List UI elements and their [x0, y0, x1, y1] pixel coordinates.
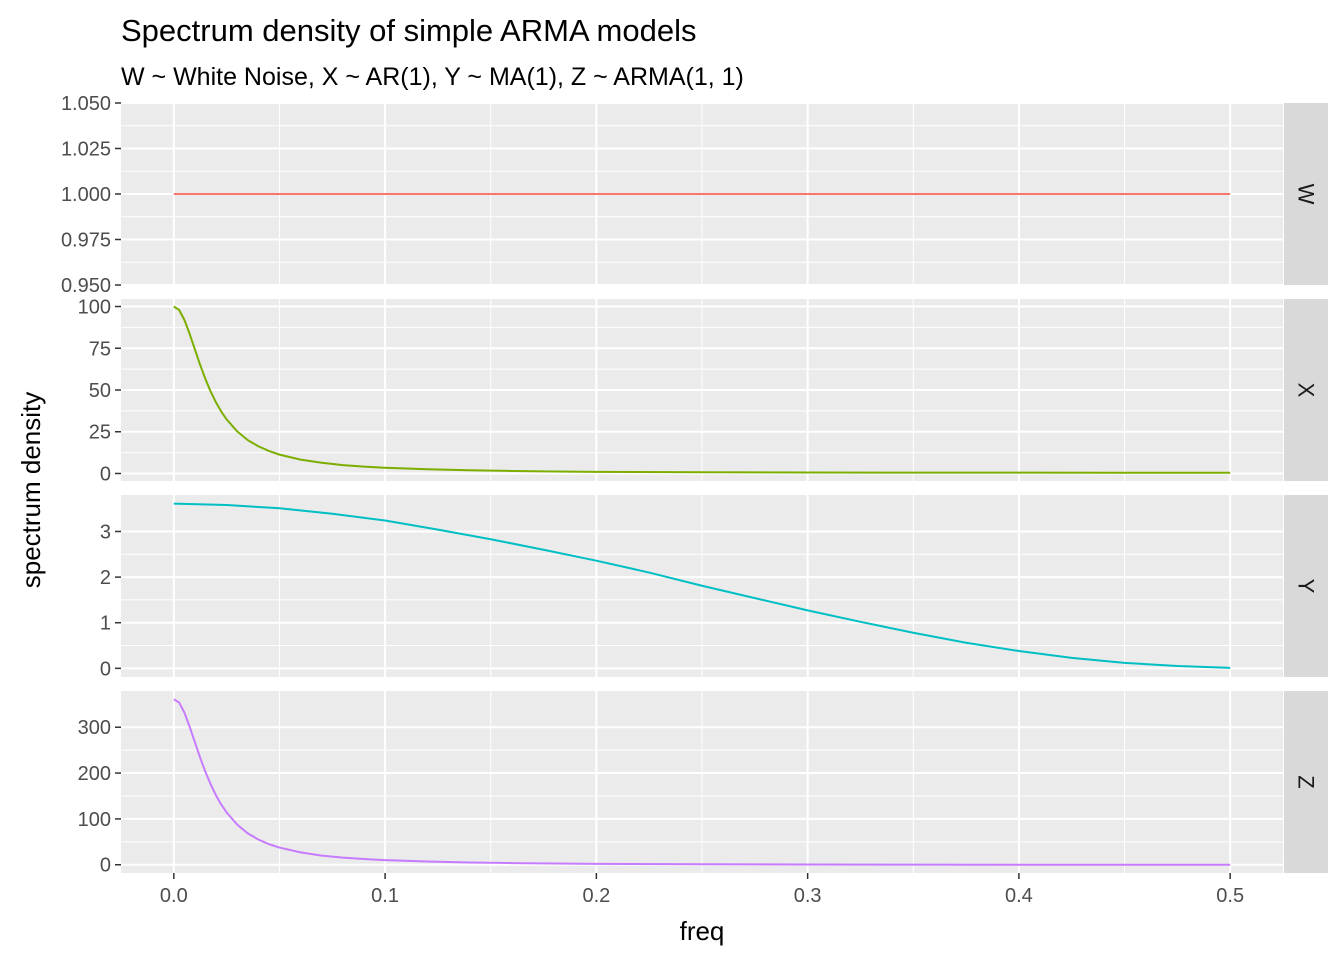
x-axis: 0.0 0.1 0.2 0.3 0.4 0.5 — [160, 873, 1244, 907]
y-tick-label: 0.950 — [61, 275, 111, 297]
facet-panels: 0.950 0.975 1.000 1.025 1.050 W 0 25 50 75 100 X 0 1 2… — [61, 93, 1328, 877]
x-tick-label: 0.0 — [160, 885, 188, 907]
series-line-x — [173, 305, 1231, 474]
y-tick-label: 1 — [100, 613, 111, 635]
facet-strip-w — [1284, 103, 1328, 285]
facet-w: 0.950 0.975 1.000 1.025 1.050 W — [61, 93, 1328, 297]
x-tick-label: 0.3 — [794, 885, 822, 907]
x-axis-title: freq — [680, 916, 725, 946]
chart-title: Spectrum density of simple ARMA models — [121, 13, 696, 48]
y-tick-label: 0.975 — [61, 230, 111, 252]
y-axis-title: spectrum density — [16, 392, 46, 589]
y-tick-label: 0 — [100, 855, 111, 877]
series-line-y — [173, 502, 1231, 669]
y-tick-label: 0 — [100, 463, 111, 485]
y-tick-label: 1.050 — [61, 93, 111, 115]
y-tick-label: 100 — [78, 297, 111, 319]
facet-strip-y — [1284, 495, 1328, 677]
y-tick-label: 1.000 — [61, 184, 111, 206]
facet-z: 0 100 200 300 Z — [78, 691, 1328, 877]
facet-strip-label-w: W — [1294, 184, 1319, 205]
chart-subtitle: W ~ White Noise, X ~ AR(1), Y ~ MA(1), Z… — [121, 63, 744, 91]
series-line-z — [173, 698, 1231, 866]
y-tick-label: 50 — [89, 380, 111, 402]
x-tick-label: 0.2 — [582, 885, 610, 907]
facet-strip-label-x: X — [1294, 383, 1319, 398]
facet-strip-label-y: Y — [1294, 579, 1319, 594]
y-tick-label: 3 — [100, 521, 111, 543]
y-tick-label: 300 — [78, 717, 111, 739]
facet-strip-x — [1284, 299, 1328, 481]
y-tick-label: 100 — [78, 809, 111, 831]
y-tick-label: 25 — [89, 422, 111, 444]
y-tick-label: 75 — [89, 338, 111, 360]
y-tick-label: 200 — [78, 763, 111, 785]
facet-strip-z — [1284, 691, 1328, 873]
facet-strip-label-z: Z — [1294, 775, 1319, 788]
y-tick-label: 0 — [100, 658, 111, 680]
y-tick-label: 2 — [100, 567, 111, 589]
facet-y: 0 1 2 3 Y — [100, 495, 1328, 680]
x-tick-label: 0.4 — [1005, 885, 1033, 907]
x-tick-label: 0.5 — [1216, 885, 1244, 907]
y-tick-label: 1.025 — [61, 139, 111, 161]
x-tick-label: 0.1 — [371, 885, 399, 907]
facet-x: 0 25 50 75 100 X — [78, 297, 1328, 485]
